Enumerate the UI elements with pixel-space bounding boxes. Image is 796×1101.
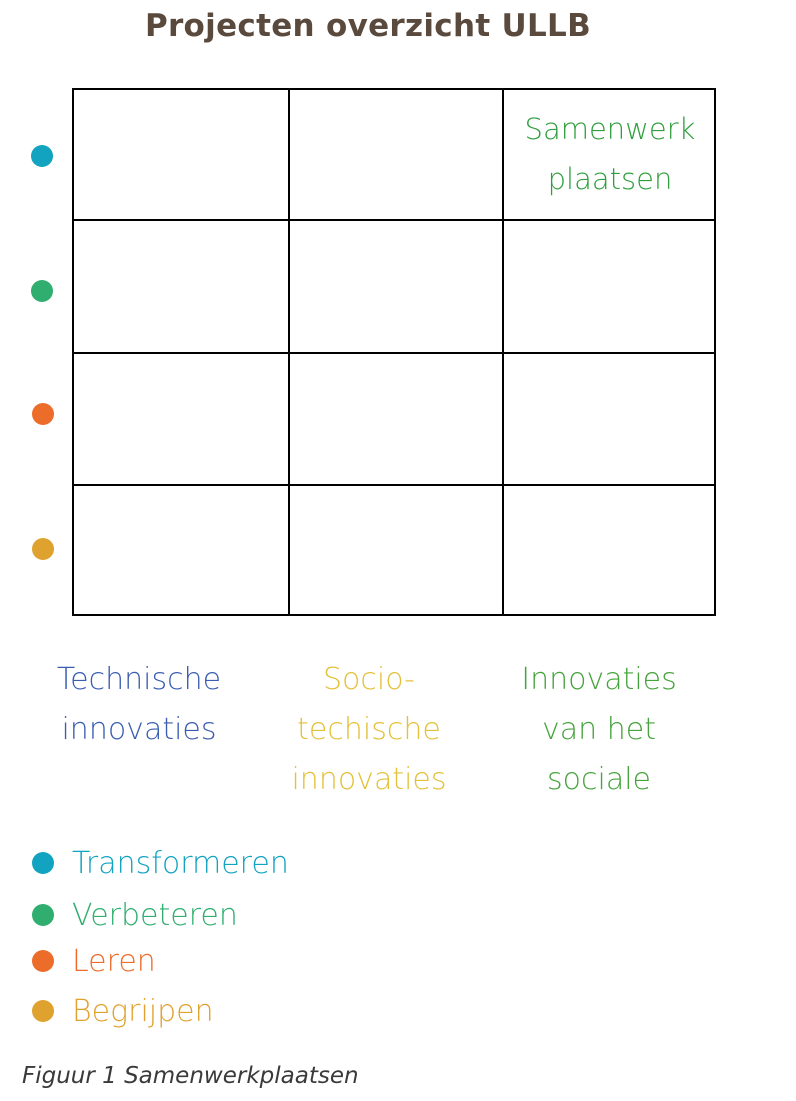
column-label-sociotechnische: Socio- techische innovaties	[291, 662, 447, 797]
grid-divider-horizontal	[74, 219, 714, 221]
grid-divider-horizontal	[74, 484, 714, 486]
diagram-title: Projecten overzicht ULLB	[144, 8, 592, 44]
column-label-technische: Technische innovaties	[56, 662, 222, 747]
cell-samenwerkplaatsen: Samenwerk plaatsen	[504, 104, 716, 204]
legend-label: Verbeteren	[72, 897, 238, 933]
legend-dot	[32, 1000, 54, 1022]
cell-label-line1: Samenwerk	[524, 112, 696, 146]
legend-label: Begrijpen	[72, 993, 214, 1029]
legend-item-verbeteren: Verbeteren	[32, 895, 238, 935]
legend-item-begrijpen: Begrijpen	[32, 991, 214, 1031]
legend-dot	[32, 904, 54, 926]
matrix-grid: Samenwerk plaatsen	[72, 88, 716, 616]
grid-divider-horizontal	[74, 352, 714, 354]
cell-label-line2: plaatsen	[547, 162, 673, 196]
legend-label: Transformeren	[72, 845, 289, 881]
legend-dot	[32, 950, 54, 972]
row-dot-begrijpen	[32, 538, 54, 560]
column-label-sociale: Innovaties van het sociale	[521, 662, 677, 797]
legend-item-transformeren: Transformeren	[32, 843, 289, 883]
row-dot-transformeren	[31, 145, 53, 167]
row-dot-leren	[32, 403, 54, 425]
legend-dot	[32, 852, 54, 874]
figure-caption: Figuur 1 Samenwerkplaatsen	[22, 1063, 359, 1089]
legend-label: Leren	[72, 943, 156, 979]
legend-item-leren: Leren	[32, 941, 156, 981]
row-dot-verbeteren	[31, 280, 53, 302]
